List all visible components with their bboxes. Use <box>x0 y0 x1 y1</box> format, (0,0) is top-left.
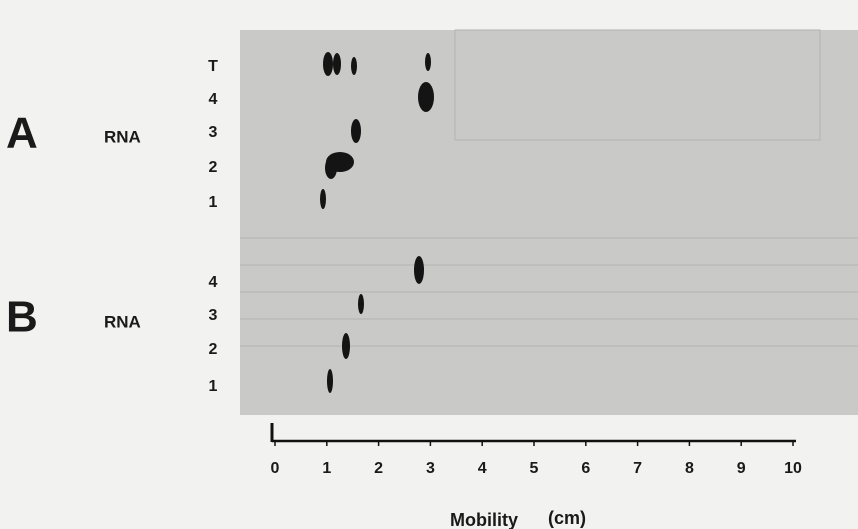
axis-label: Mobility <box>450 510 518 529</box>
band <box>414 256 424 284</box>
lane-label: 2 <box>209 159 218 176</box>
gel-image <box>240 30 858 415</box>
tick-label: 5 <box>530 460 539 477</box>
tick-label: 8 <box>685 460 694 477</box>
tick-label: 2 <box>374 460 383 477</box>
tick-label: 4 <box>478 460 487 477</box>
tick-label: 10 <box>784 460 802 477</box>
lane-label: 3 <box>209 307 218 324</box>
tick-label: 6 <box>581 460 590 477</box>
lane-label: 1 <box>209 194 218 211</box>
band <box>320 189 326 209</box>
band <box>333 53 341 75</box>
panel-label: B <box>6 293 38 342</box>
tick-label: 7 <box>633 460 642 477</box>
tick-label: 0 <box>271 460 280 477</box>
band <box>325 157 337 179</box>
tick-label: 9 <box>737 460 746 477</box>
bands <box>320 52 434 393</box>
lane-label: 4 <box>209 274 218 291</box>
axis-unit: (cm) <box>548 508 586 528</box>
band <box>342 333 350 359</box>
band <box>358 294 364 314</box>
band <box>418 82 434 112</box>
panel-label: A <box>6 109 38 158</box>
band <box>425 53 431 71</box>
sample-label: RNA <box>104 127 141 146</box>
sample-label: RNA <box>104 312 141 331</box>
band <box>351 57 357 75</box>
lane-label: 2 <box>209 341 218 358</box>
tick-label: 1 <box>322 460 331 477</box>
lane-label: T <box>208 58 218 75</box>
lane-label: 4 <box>209 91 218 108</box>
ticks: 0 1 2 3 4 5 6 7 8 9 10 <box>271 441 802 477</box>
tick-label: 3 <box>426 460 435 477</box>
band <box>323 52 333 76</box>
band <box>327 369 333 393</box>
band <box>351 119 361 143</box>
lane-label: 1 <box>209 378 218 395</box>
lane-label: 3 <box>209 124 218 141</box>
